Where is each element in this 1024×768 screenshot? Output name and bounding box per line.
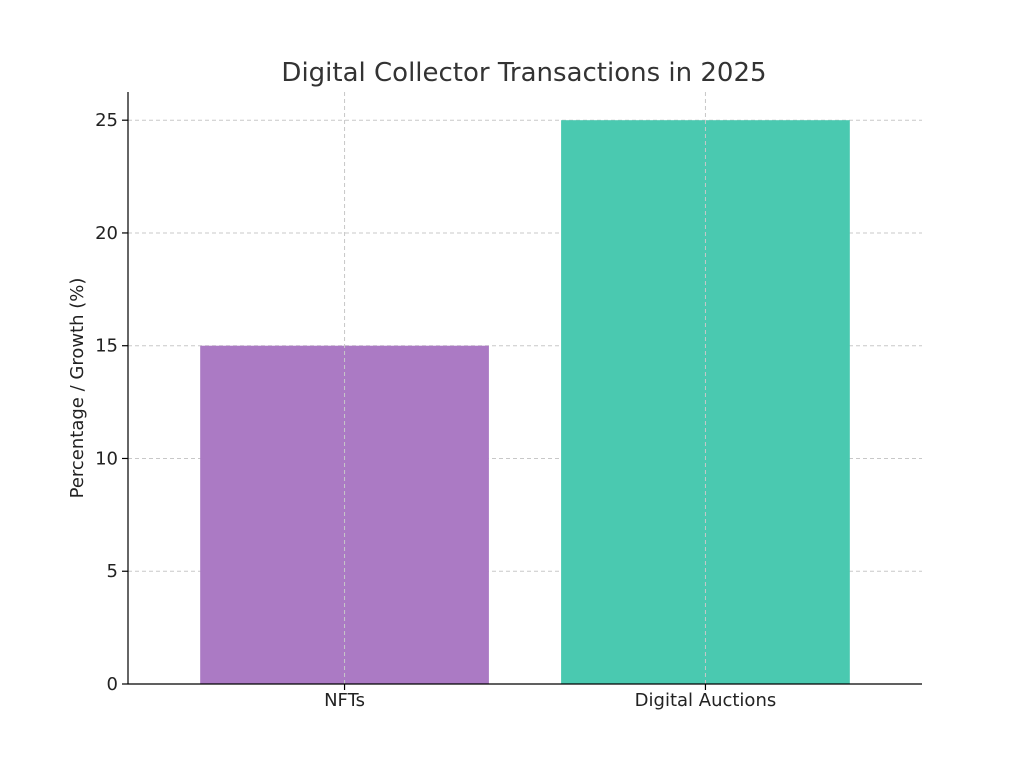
x-tick-label: NFTs	[324, 690, 365, 711]
y-tick-label: 15	[95, 336, 118, 357]
x-tick-label: Digital Auctions	[635, 690, 777, 711]
y-axis-label: Percentage / Growth (%)	[67, 278, 88, 499]
y-tick-label: 20	[95, 223, 118, 244]
y-tick-label: 0	[107, 674, 118, 695]
y-tick-label: 5	[107, 561, 118, 582]
y-tick-label: 10	[95, 448, 118, 469]
vertical-grid-layer	[344, 92, 706, 684]
y-tick-label: 25	[95, 110, 118, 131]
chart-title: Digital Collector Transactions in 2025	[281, 58, 766, 88]
axes-layer	[127, 92, 922, 685]
ticks-layer: 0 5 10 15 20 25 NFTs Digital Auctions	[95, 110, 776, 711]
bars-layer	[200, 120, 850, 684]
